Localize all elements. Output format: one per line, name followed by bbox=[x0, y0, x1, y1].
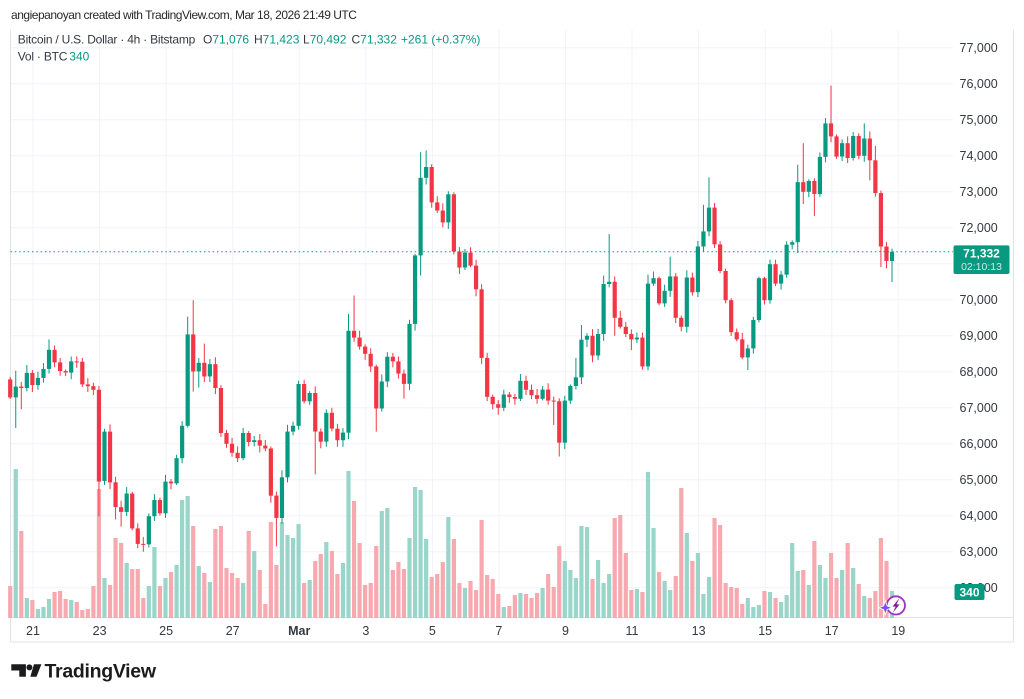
svg-text:+261 (+0.37%): +261 (+0.37%) bbox=[401, 33, 480, 47]
svg-text:25: 25 bbox=[159, 624, 173, 638]
svg-text:19: 19 bbox=[891, 624, 905, 638]
svg-text:L70,492: L70,492 bbox=[303, 33, 347, 47]
svg-text:3: 3 bbox=[362, 624, 369, 638]
svg-text:5: 5 bbox=[429, 624, 436, 638]
svg-text:27: 27 bbox=[226, 624, 240, 638]
svg-text:73,000: 73,000 bbox=[960, 185, 998, 199]
svg-text:TradingView: TradingView bbox=[45, 661, 157, 683]
svg-text:17: 17 bbox=[825, 624, 839, 638]
svg-text:66,000: 66,000 bbox=[960, 437, 998, 451]
svg-text:70,000: 70,000 bbox=[960, 293, 998, 307]
svg-text:angiepanoyan created with Trad: angiepanoyan created with TradingView.co… bbox=[11, 8, 357, 22]
svg-text:9: 9 bbox=[562, 624, 569, 638]
svg-text:23: 23 bbox=[93, 624, 107, 638]
svg-text:21: 21 bbox=[26, 624, 40, 638]
svg-text:15: 15 bbox=[758, 624, 772, 638]
svg-text:340: 340 bbox=[959, 585, 979, 599]
svg-text:77,000: 77,000 bbox=[960, 41, 998, 55]
svg-text:O71,076: O71,076 bbox=[203, 33, 249, 47]
svg-text:71,332: 71,332 bbox=[963, 247, 1000, 261]
svg-text:340: 340 bbox=[69, 50, 89, 64]
svg-text:65,000: 65,000 bbox=[960, 473, 998, 487]
svg-text:63,000: 63,000 bbox=[960, 545, 998, 559]
svg-text:76,000: 76,000 bbox=[960, 77, 998, 91]
svg-text:02:10:13: 02:10:13 bbox=[961, 261, 1002, 273]
svg-text:H71,423: H71,423 bbox=[254, 33, 300, 47]
svg-text:64,000: 64,000 bbox=[960, 509, 998, 523]
svg-text:Mar: Mar bbox=[288, 624, 310, 638]
svg-text:7: 7 bbox=[495, 624, 502, 638]
svg-text:Bitcoin / U.S. Dollar · 4h · B: Bitcoin / U.S. Dollar · 4h · Bitstamp bbox=[18, 33, 196, 47]
svg-text:Vol · BTC: Vol · BTC bbox=[18, 50, 68, 64]
svg-text:69,000: 69,000 bbox=[960, 329, 998, 343]
svg-text:67,000: 67,000 bbox=[960, 401, 998, 415]
svg-text:74,000: 74,000 bbox=[960, 149, 998, 163]
svg-text:11: 11 bbox=[626, 624, 639, 638]
svg-text:75,000: 75,000 bbox=[960, 113, 998, 127]
svg-text:13: 13 bbox=[692, 624, 706, 638]
svg-text:68,000: 68,000 bbox=[960, 365, 998, 379]
svg-text:C71,332: C71,332 bbox=[352, 33, 398, 47]
svg-text:72,000: 72,000 bbox=[960, 221, 998, 235]
